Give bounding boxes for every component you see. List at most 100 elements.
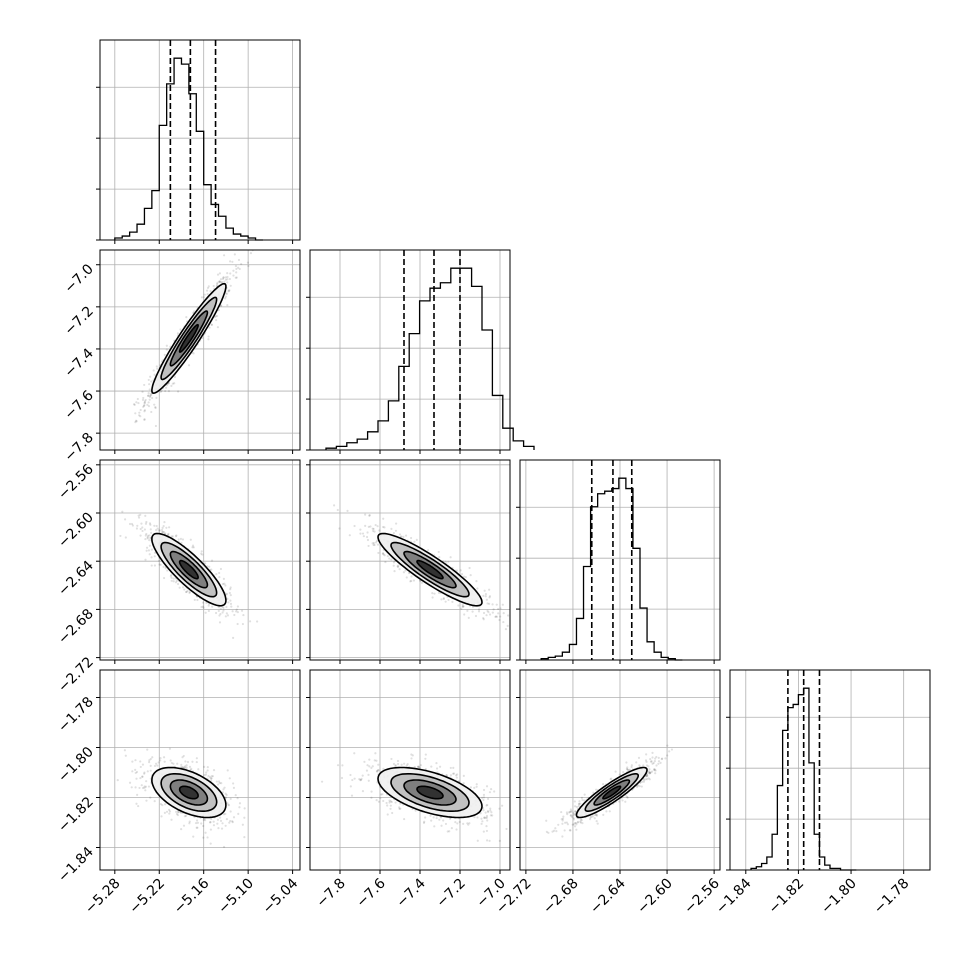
scatter-point xyxy=(455,776,458,779)
grid-lines xyxy=(520,460,720,660)
scatter-point xyxy=(236,605,239,608)
scatter-point xyxy=(159,756,162,760)
scatter-point xyxy=(485,614,488,617)
scatter-point xyxy=(224,792,227,795)
scatter-point xyxy=(220,827,224,830)
scatter-point xyxy=(417,765,420,769)
scatter-point xyxy=(180,541,183,544)
scatter-point xyxy=(578,802,581,805)
scatter-point xyxy=(394,765,397,768)
scatter-point xyxy=(102,453,104,455)
scatter-point xyxy=(220,304,223,307)
scatter-point xyxy=(134,419,138,422)
scatter-point xyxy=(149,769,152,772)
scatter-point xyxy=(457,604,460,607)
scatter-point xyxy=(497,612,500,615)
scatter-point xyxy=(225,592,229,595)
scatter-point xyxy=(153,551,157,554)
scatter-point xyxy=(645,764,649,767)
x-tick-label: −1.82 xyxy=(766,876,808,918)
y-tick-label: −2.56 xyxy=(55,461,97,503)
scatter-point xyxy=(176,390,180,393)
panel-frame xyxy=(309,249,511,451)
scatter-point xyxy=(501,804,504,807)
scatter-point xyxy=(432,816,435,819)
scatter-point xyxy=(157,559,161,562)
scatter-point xyxy=(138,786,141,790)
scatter-point xyxy=(362,535,365,538)
scatter-point xyxy=(168,810,172,813)
scatter-point xyxy=(116,779,119,782)
scatter-point xyxy=(218,621,222,624)
scatter-point xyxy=(505,827,508,831)
scatter-point xyxy=(382,552,385,555)
scatter-point xyxy=(420,581,424,584)
scatter-point xyxy=(176,762,179,765)
scatter-point xyxy=(137,804,140,808)
scatter-point xyxy=(232,782,235,785)
grid-lines xyxy=(100,250,300,450)
scatter-point xyxy=(167,808,171,811)
scatter-point xyxy=(256,620,259,623)
grid-lines xyxy=(310,460,510,660)
scatter-point xyxy=(191,546,194,549)
scatter-point xyxy=(455,774,458,777)
scatter-point xyxy=(646,774,649,777)
scatter-point xyxy=(341,764,344,767)
scatter-point xyxy=(385,801,388,805)
scatter-point xyxy=(179,328,182,331)
scatter-point xyxy=(569,814,572,817)
scatter-point xyxy=(203,765,206,768)
scatter-point xyxy=(448,830,451,833)
scatter-point xyxy=(192,311,195,314)
scatter-point xyxy=(146,534,150,537)
scatter-point xyxy=(448,817,452,820)
scatter-point xyxy=(162,576,166,580)
scatter-point xyxy=(484,595,487,598)
scatter-point xyxy=(485,829,489,833)
scatter-point xyxy=(185,766,188,769)
panel-frame xyxy=(99,669,301,871)
scatter-point xyxy=(135,802,138,805)
scatter-point xyxy=(637,756,641,759)
scatter-point xyxy=(194,821,198,825)
scatter-point xyxy=(143,403,146,407)
scatter-point xyxy=(444,822,448,826)
scatter-point xyxy=(373,759,376,762)
scatter-point xyxy=(147,394,150,397)
contours xyxy=(377,532,483,607)
scatter-point xyxy=(589,818,592,821)
y-tick-label: −7.6 xyxy=(61,388,96,423)
scatter-point xyxy=(366,764,369,767)
scatter-point xyxy=(224,292,228,295)
scatter-point xyxy=(200,552,203,555)
scatter-point xyxy=(177,811,180,814)
y-tick-label: −1.82 xyxy=(55,794,97,836)
panel-frame xyxy=(309,459,511,661)
contours xyxy=(151,282,227,395)
scatter-point xyxy=(171,535,174,538)
scatter-point xyxy=(167,532,170,535)
scatter-point xyxy=(654,757,657,760)
scatter-point xyxy=(403,762,406,765)
scatter-point xyxy=(223,582,226,585)
scatter-point xyxy=(482,793,486,796)
scatter-point xyxy=(482,788,486,792)
y-tick-label: −1.84 xyxy=(55,844,97,886)
scatter-point xyxy=(235,610,238,613)
scatter-point xyxy=(630,764,633,767)
histogram-step xyxy=(325,267,535,450)
scatter-point xyxy=(383,526,386,529)
scatter-point xyxy=(481,796,484,799)
scatter-point xyxy=(507,614,510,617)
scatter-point xyxy=(320,780,324,783)
scatter-point xyxy=(157,529,160,532)
scatter-point xyxy=(146,748,149,751)
scatter-point xyxy=(444,600,447,603)
scatter-point xyxy=(377,551,380,555)
scatter-point xyxy=(392,532,396,535)
scatter-point xyxy=(204,562,207,565)
scatter-point xyxy=(379,797,382,800)
scatter-point xyxy=(349,773,352,777)
scatter-point xyxy=(367,773,370,776)
